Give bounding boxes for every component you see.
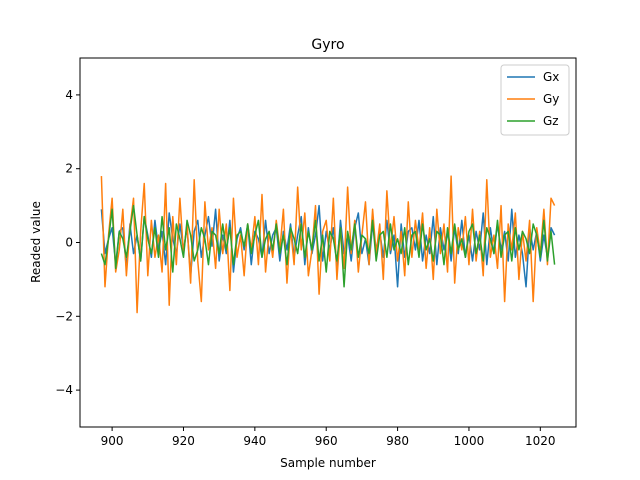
legend-label-gz: Gz [543,114,559,128]
x-tick-label: 1000 [454,434,485,448]
series-lines [100,175,556,314]
legend-box [500,64,570,136]
y-axis: −4 −2 0 2 4 [55,88,80,397]
y-axis-label: Readed value [29,201,43,283]
chart-title: Gyro [311,37,344,53]
legend: Gx Gy Gz [500,64,570,136]
y-tick-label: 2 [65,162,73,176]
x-tick-label: 960 [315,434,338,448]
series-line-gz [100,204,556,288]
x-tick-label: 920 [172,434,195,448]
x-tick-label: 1020 [525,434,556,448]
y-tick-label: −4 [55,383,73,397]
y-tick-label: −2 [55,309,73,323]
y-tick-label: 4 [65,88,73,102]
x-tick-label: 980 [386,434,409,448]
x-tick-label: 940 [243,434,266,448]
x-axis: 900 920 940 960 980 1000 1020 [101,427,556,448]
legend-label-gx: Gx [543,70,559,84]
legend-label-gy: Gy [543,92,559,106]
x-axis-label: Sample number [280,456,376,470]
y-tick-label: 0 [65,236,73,250]
x-tick-label: 900 [101,434,124,448]
